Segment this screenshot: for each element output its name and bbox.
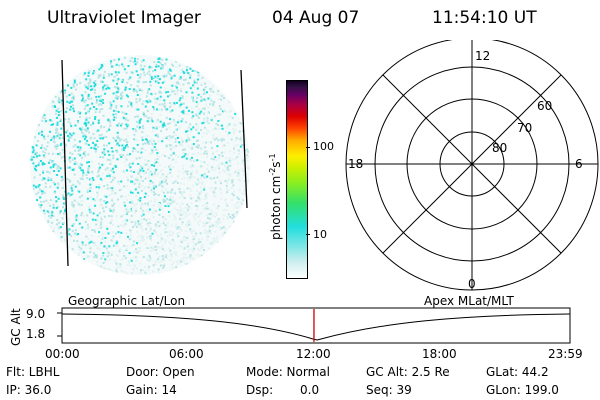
mlt-label-0: 0: [468, 277, 476, 291]
imager-boundary-left: [61, 59, 69, 267]
orbit-plot-frame: [61, 307, 571, 344]
imager-boundary-right: [240, 69, 248, 209]
status-gc-alt: GC Alt: 2.5 Re: [366, 365, 450, 379]
colorbar-tick-100: [306, 147, 310, 148]
status-dsp-label: Dsp:: [246, 383, 274, 397]
status-glon: GLon: 199.0: [486, 383, 559, 397]
lat-label-70: 70: [517, 121, 532, 135]
colorbar-tick-10: [306, 234, 310, 235]
status-glat: GLat: 44.2: [486, 365, 549, 379]
xtick-1200: 12:00: [296, 347, 331, 361]
orbit-ytick-high: 9.0: [26, 307, 46, 321]
status-mode: Mode: Normal: [246, 365, 330, 379]
xtick-0000: 00:00: [45, 347, 80, 361]
status-filter: Flt: LBHL: [6, 365, 60, 379]
mlt-label-6: 6: [575, 157, 583, 171]
xtick-1800: 18:00: [422, 347, 457, 361]
orbit-plot: [57, 307, 571, 344]
orbit-left-label: Geographic Lat/Lon: [68, 294, 186, 308]
lat-label-80: 80: [492, 141, 507, 155]
imager-speckles: [30, 56, 250, 275]
app-title: Ultraviolet Imager: [47, 8, 201, 28]
colorbar-label-100: 100: [313, 140, 334, 153]
orbit-axis-title: GC Alt: [9, 308, 23, 346]
lat-label-60: 60: [537, 99, 552, 113]
polar-grid: 12 18 6 0 60 70 80: [345, 40, 599, 291]
status-ip: IP: 36.0: [6, 383, 52, 397]
status-door: Door: Open: [126, 365, 195, 379]
date-readout: 04 Aug 07: [272, 8, 360, 28]
status-dsp-value: 0.0: [300, 383, 320, 397]
status-gain: Gain: 14: [126, 383, 177, 397]
status-seq: Seq: 39: [366, 383, 412, 397]
colorbar-label-10: 10: [313, 228, 327, 241]
colorbar-unit: photon cm-2s-1: [268, 153, 283, 240]
xtick-0600: 06:00: [169, 347, 204, 361]
orbit-ytick-low: 1.8: [26, 327, 46, 341]
orbit-altitude-curve: [61, 313, 571, 341]
mlt-label-18: 18: [348, 157, 363, 171]
xtick-2359: 23:59: [548, 347, 583, 361]
polar-diagonal-2: [382, 74, 562, 254]
time-readout: 11:54:10 UT: [432, 8, 537, 28]
imager-view: [30, 55, 250, 275]
orbit-right-label: Apex MLat/MLT: [424, 294, 514, 308]
mlt-label-12: 12: [475, 49, 490, 63]
colorbar: [286, 80, 308, 279]
